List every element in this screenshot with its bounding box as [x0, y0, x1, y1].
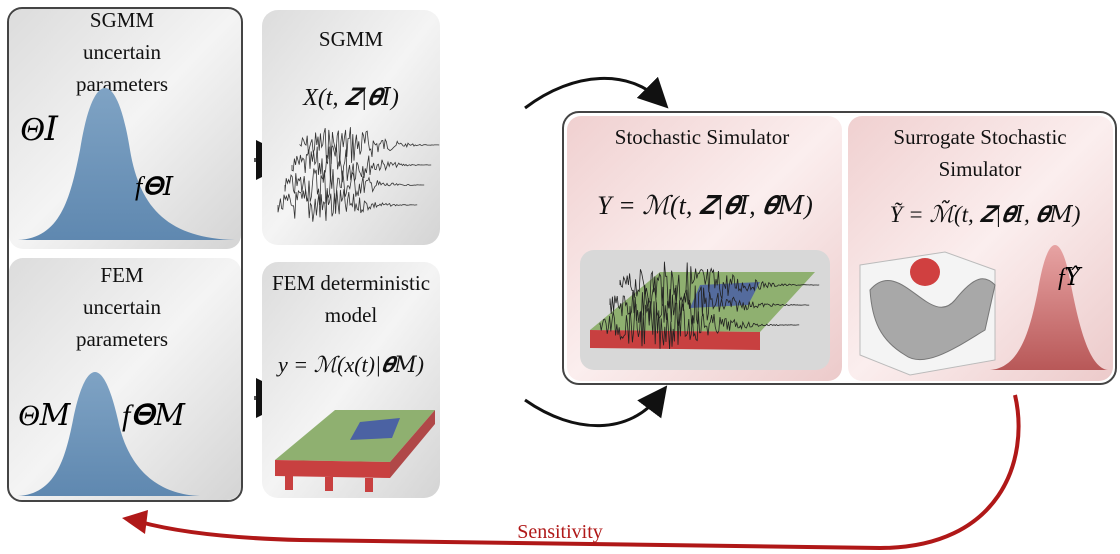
waveforms [599, 261, 820, 350]
text: Simulator [939, 157, 1022, 181]
symbol: f𝚯𝑀 [122, 399, 186, 432]
label: Sensitivity [517, 521, 603, 543]
sensitivity-arrow [139, 394, 1021, 551]
text: FEM [100, 263, 144, 287]
symbol: Θ𝐼 [20, 111, 59, 148]
param-frame [7, 7, 243, 502]
symbol: Θ𝑀 [18, 399, 72, 432]
symbol: f𝚯𝐼 [135, 172, 174, 201]
density-curve [18, 372, 200, 496]
bridge [275, 410, 435, 492]
waveform [609, 285, 810, 326]
formula: Y = ℳ(t, 𝒁|𝜽𝐼, 𝜽𝑀) [597, 191, 813, 220]
text: FEM deterministic [272, 271, 430, 295]
fem-param-box [9, 258, 241, 500]
waveform [599, 301, 800, 350]
sgmm-box [262, 10, 440, 245]
text: SGMM [319, 27, 384, 51]
waveform [619, 261, 820, 309]
waveform [299, 127, 440, 167]
text: uncertain [83, 295, 162, 319]
text: Stochastic Simulator [615, 125, 789, 149]
text: Surrogate Stochastic [893, 125, 1066, 149]
text: parameters [76, 327, 168, 351]
formula: y = ℳ(x(t)|𝜽𝑀) [276, 352, 424, 377]
arrowhead [122, 510, 148, 534]
formula: Ỹ = ℳ̃(t, 𝒁̃|𝜽𝐼, 𝜽𝑀) [890, 200, 1081, 227]
surface-plot [859, 251, 996, 376]
waveform [277, 188, 418, 222]
waveforms [277, 127, 440, 222]
symbol: f𝑌̂ [1058, 265, 1083, 291]
text: SGMM [90, 8, 155, 32]
density-curve [990, 245, 1108, 370]
formula: X(t, 𝒁|𝜽𝐼) [302, 85, 399, 111]
arrow [524, 76, 669, 110]
text: model [325, 303, 378, 327]
waveform [291, 144, 432, 183]
text: parameters [76, 72, 168, 96]
density-curve [18, 88, 235, 240]
text: uncertain [83, 40, 162, 64]
arrow [524, 385, 668, 428]
bridge [590, 272, 815, 350]
simulator-frame [562, 111, 1117, 385]
